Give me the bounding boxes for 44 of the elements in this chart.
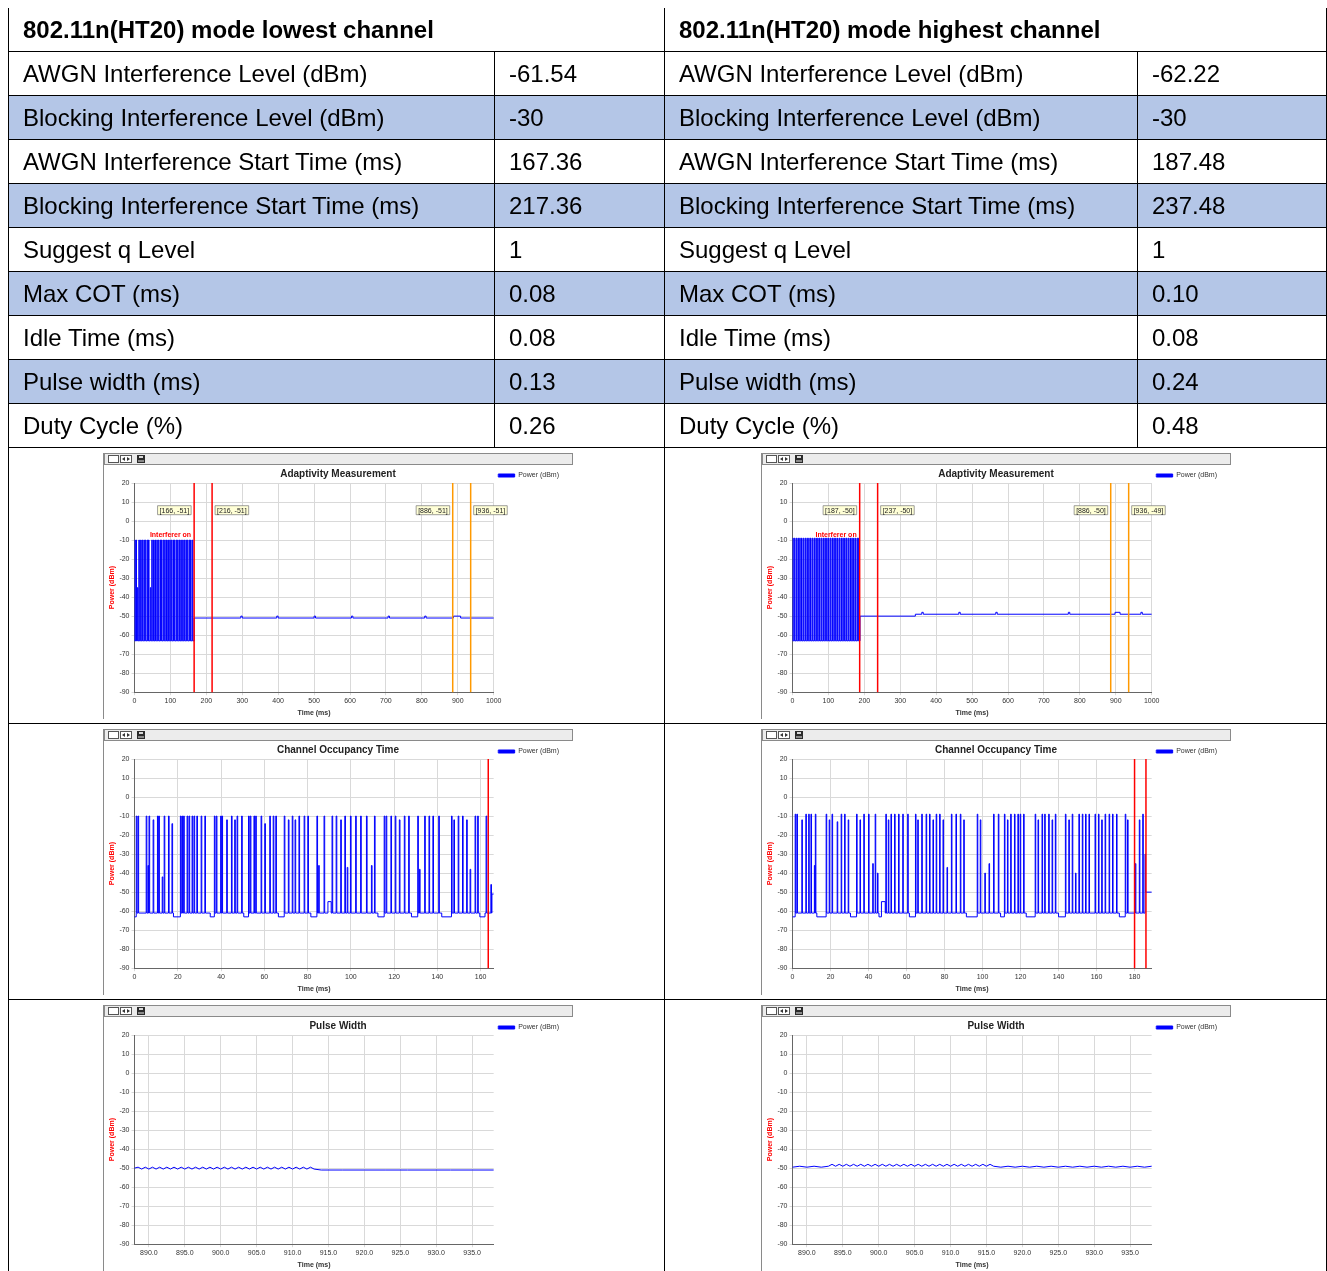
text: 0.10	[1151, 279, 1199, 309]
text: Suggest q Level	[22, 235, 196, 265]
text: 0.08	[508, 323, 556, 353]
text: Blocking Interference Start Time (ms)	[22, 191, 420, 221]
text: Idle Time (ms)	[678, 323, 832, 353]
chart-title: Channel Occupancy Time	[934, 743, 1058, 755]
text: 1	[508, 235, 523, 265]
text: Suggest q Level	[678, 235, 852, 265]
text: Blocking Interference Start Time (ms)	[678, 191, 1076, 221]
text: 237.48	[1151, 191, 1226, 221]
text: Max COT (ms)	[678, 279, 836, 309]
text: -30	[508, 103, 544, 133]
text: 0.48	[1151, 411, 1199, 441]
text: Blocking Interference Level (dBm)	[22, 103, 385, 133]
chart-title: Adaptivity Measurement	[938, 467, 1055, 479]
text: Pulse width (ms)	[678, 367, 857, 397]
text: 802.11n(HT20) mode highest channel	[678, 15, 1101, 45]
text: 0.08	[1151, 323, 1199, 353]
chart-title: Channel Occupancy Time	[276, 743, 400, 755]
chart-title: Pulse Width	[967, 1019, 1025, 1031]
text: 217.36	[508, 191, 583, 221]
text: -62.22	[1151, 59, 1221, 89]
text: AWGN Interference Level (dBm)	[22, 59, 368, 89]
text: Duty Cycle (%)	[22, 411, 184, 441]
text: 187.48	[1151, 147, 1226, 177]
text: 167.36	[508, 147, 583, 177]
chart-title: Pulse Width	[309, 1019, 367, 1031]
text: 1	[1151, 235, 1166, 265]
text: AWGN Interference Start Time (ms)	[678, 147, 1059, 177]
chart-title: Adaptivity Measurement	[280, 467, 397, 479]
text: Duty Cycle (%)	[678, 411, 840, 441]
text: Max COT (ms)	[22, 279, 180, 309]
text: -61.54	[508, 59, 578, 89]
text: 0.24	[1151, 367, 1199, 397]
text: Blocking Interference Level (dBm)	[678, 103, 1041, 133]
text: AWGN Interference Level (dBm)	[678, 59, 1024, 89]
text: 0.08	[508, 279, 556, 309]
text: 802.11n(HT20) mode lowest channel	[22, 15, 434, 45]
text: 0.13	[508, 367, 556, 397]
text: AWGN Interference Start Time (ms)	[22, 147, 403, 177]
text: Pulse width (ms)	[22, 367, 201, 397]
text: 0.26	[508, 411, 556, 441]
text: Idle Time (ms)	[22, 323, 176, 353]
text: -30	[1151, 103, 1187, 133]
